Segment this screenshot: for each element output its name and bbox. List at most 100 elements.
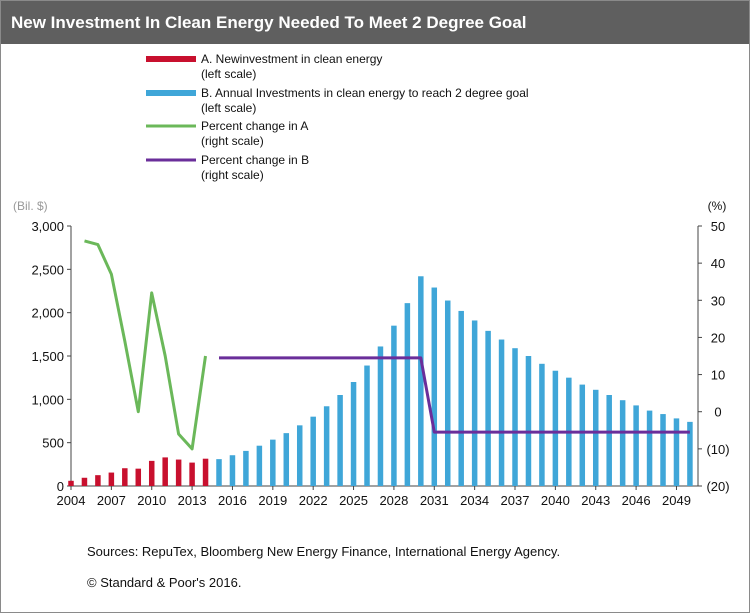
bar-series-a — [122, 468, 128, 486]
right-tick-label: 0 — [714, 405, 721, 420]
x-tick-label: 2025 — [339, 493, 368, 508]
bar-series-b — [633, 405, 639, 486]
left-tick-label: 1,500 — [31, 349, 64, 364]
x-tick-label: 2028 — [379, 493, 408, 508]
legend-label-4: Percent change in B — [201, 153, 309, 167]
chart-canvas: A. Newinvestment in clean energy(left sc… — [13, 52, 730, 508]
legend-swatch-2 — [146, 90, 196, 96]
x-tick-label: 2016 — [218, 493, 247, 508]
bar-series-b — [485, 330, 491, 486]
bar-series-b — [404, 303, 411, 486]
chart-title: New Investment In Clean Energy Needed To… — [1, 1, 749, 44]
bar-series-b — [552, 370, 559, 486]
line-percent-change-a — [84, 239, 207, 451]
bar-series-a — [175, 459, 182, 486]
right-tick-label: 10 — [711, 368, 725, 383]
bar-series-b — [270, 439, 276, 486]
left-tick-label: 1,000 — [31, 392, 64, 407]
bar-series-a — [148, 460, 155, 486]
bar-series-b — [673, 418, 680, 486]
x-tick-label: 2043 — [581, 493, 610, 508]
x-tick-label: 2004 — [57, 493, 86, 508]
bar-series-b — [229, 455, 236, 486]
left-tick-label: 2,000 — [31, 306, 64, 321]
x-tick-label: 2049 — [662, 493, 691, 508]
x-tick-label: 2046 — [622, 493, 651, 508]
right-tick-label: (20) — [706, 479, 729, 494]
bar-series-b — [646, 410, 653, 486]
x-tick-label: 2007 — [97, 493, 126, 508]
bar-series-a — [95, 475, 101, 486]
sources-note: Sources: RepuTex, Bloomberg New Energy F… — [87, 544, 561, 559]
bar-series-b — [606, 395, 612, 486]
bar-series-b — [498, 339, 505, 486]
bar-series-b — [377, 346, 384, 486]
bar-series-b — [525, 356, 532, 486]
bar-series-b — [539, 363, 545, 486]
legend-label-3: Percent change in A — [201, 119, 308, 133]
right-tick-label: 50 — [711, 219, 725, 234]
legend-label-1: A. Newinvestment in clean energy — [201, 52, 382, 66]
axes: (Bil. $) (%)05001,0001,5002,0002,5003,000… — [13, 199, 730, 508]
x-tick-label: 2019 — [258, 493, 287, 508]
bar-series-b — [256, 445, 263, 486]
bar-series-b — [216, 459, 222, 486]
bar-series-b — [310, 416, 316, 486]
legend-label-2: B. Annual Investments in clean energy to… — [201, 86, 529, 100]
bar-series-b — [391, 325, 397, 486]
bar-series-b — [687, 421, 693, 486]
x-tick-label: 2034 — [460, 493, 489, 508]
left-tick-label: 0 — [57, 479, 64, 494]
bar-series-a — [189, 462, 195, 486]
legend-scale-note-4: (right scale) — [201, 168, 264, 182]
bar-series-a — [108, 472, 115, 486]
bar-series-b — [364, 365, 370, 486]
right-tick-label: (10) — [706, 442, 729, 457]
legend-swatch-1 — [146, 56, 196, 62]
bar-series-b — [243, 450, 249, 486]
x-tick-label: 2013 — [178, 493, 207, 508]
lines — [84, 239, 690, 451]
bar-series-a — [81, 477, 88, 486]
bar-series-b — [350, 382, 357, 486]
right-axis-unit: (%) — [708, 199, 727, 213]
left-tick-label: 2,500 — [31, 262, 64, 277]
x-tick-label: 2037 — [501, 493, 530, 508]
bar-series-b — [296, 425, 303, 486]
x-tick-label: 2040 — [541, 493, 570, 508]
bar-series-a — [162, 457, 168, 486]
x-tick-label: 2022 — [299, 493, 328, 508]
legend-scale-note-3: (right scale) — [201, 134, 264, 148]
legend-scale-note-1: (left scale) — [201, 67, 256, 81]
bar-series-b — [592, 389, 599, 486]
right-tick-label: 20 — [711, 330, 725, 345]
left-tick-label: 3,000 — [31, 219, 64, 234]
bar-series-b — [512, 348, 518, 486]
bar-series-b — [283, 433, 290, 486]
left-tick-label: 500 — [42, 436, 64, 451]
legend: A. Newinvestment in clean energy(left sc… — [146, 52, 529, 182]
line-percent-change-b — [219, 356, 690, 434]
x-tick-label: 2010 — [137, 493, 166, 508]
bar-series-b — [337, 395, 343, 486]
bar-series-b — [444, 300, 451, 486]
right-tick-label: 30 — [711, 293, 725, 308]
right-tick-label: 40 — [711, 256, 725, 271]
copyright-note: © Standard & Poor's 2016. — [87, 575, 242, 590]
bar-series-b — [579, 384, 586, 486]
x-tick-label: 2031 — [420, 493, 449, 508]
legend-scale-note-2: (left scale) — [201, 101, 256, 115]
left-axis-unit: (Bil. $) — [13, 199, 48, 213]
bar-series-a — [68, 480, 74, 486]
bars — [68, 276, 693, 486]
bar-series-b — [458, 310, 464, 486]
bar-series-b — [431, 287, 438, 486]
bar-series-b — [471, 320, 478, 486]
bar-series-b — [418, 276, 424, 486]
bar-series-a — [202, 458, 209, 486]
bar-series-b — [619, 400, 626, 486]
bar-series-b — [323, 406, 330, 486]
bar-series-b — [660, 414, 666, 486]
bar-series-a — [135, 468, 142, 486]
